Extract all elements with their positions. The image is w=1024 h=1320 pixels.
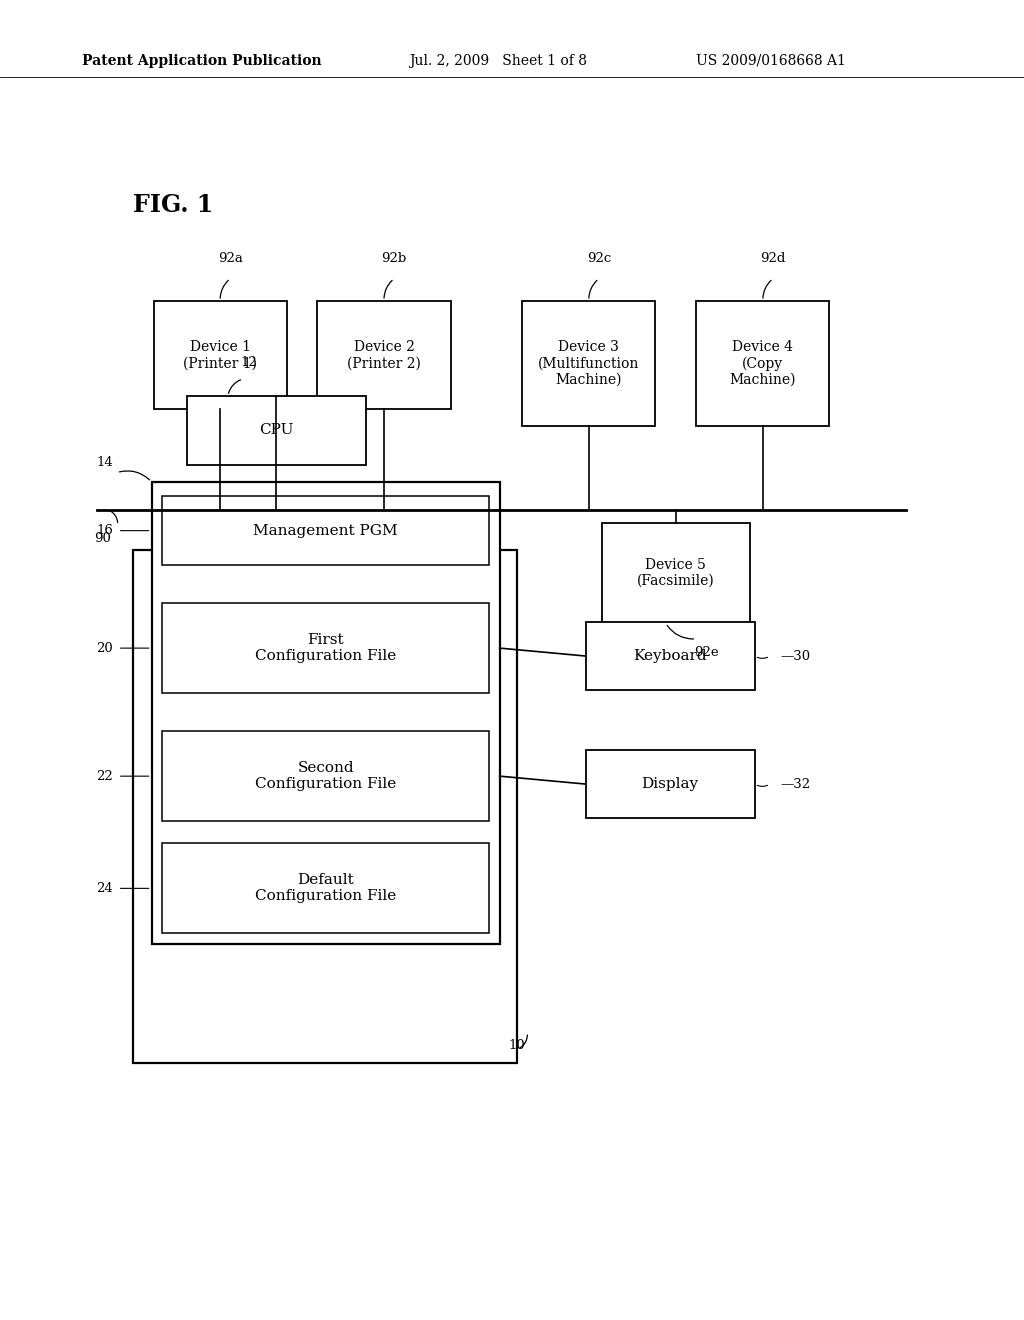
Text: 16: 16 xyxy=(96,524,113,537)
Bar xyxy=(317,301,451,409)
Text: Device 4
(Copy
Machine): Device 4 (Copy Machine) xyxy=(730,341,796,387)
Text: Management PGM: Management PGM xyxy=(253,524,398,537)
Text: US 2009/0168668 A1: US 2009/0168668 A1 xyxy=(696,54,846,67)
Bar xyxy=(162,496,489,565)
Text: —32: —32 xyxy=(780,777,811,791)
Text: 92a: 92a xyxy=(218,252,243,265)
Text: 92b: 92b xyxy=(382,252,407,265)
Bar xyxy=(152,482,500,944)
Text: Keyboard: Keyboard xyxy=(634,649,707,663)
Bar xyxy=(162,731,489,821)
Bar xyxy=(586,750,755,818)
Bar xyxy=(187,396,367,465)
Text: 10: 10 xyxy=(509,1039,525,1052)
Text: —30: —30 xyxy=(780,649,811,663)
Text: 90: 90 xyxy=(94,532,111,545)
Bar xyxy=(154,301,287,409)
Bar xyxy=(162,603,489,693)
Text: Device 3
(Multifunction
Machine): Device 3 (Multifunction Machine) xyxy=(539,341,639,387)
Text: First
Configuration File: First Configuration File xyxy=(255,634,396,663)
Bar xyxy=(602,523,750,623)
Bar xyxy=(162,843,489,933)
Bar xyxy=(522,301,655,426)
Text: Second
Configuration File: Second Configuration File xyxy=(255,762,396,791)
Text: 24: 24 xyxy=(96,882,113,895)
Bar xyxy=(586,622,755,690)
Text: Device 2
(Printer 2): Device 2 (Printer 2) xyxy=(347,341,421,370)
Text: Display: Display xyxy=(642,777,698,791)
Text: 14: 14 xyxy=(96,455,113,469)
Text: 12: 12 xyxy=(240,356,257,370)
Bar xyxy=(133,550,517,1063)
Text: FIG. 1: FIG. 1 xyxy=(133,193,213,216)
Text: 22: 22 xyxy=(96,770,113,783)
Text: Default
Configuration File: Default Configuration File xyxy=(255,874,396,903)
Text: 92c: 92c xyxy=(587,252,611,265)
Text: 92e: 92e xyxy=(694,645,719,659)
Text: CPU: CPU xyxy=(259,424,294,437)
Text: Patent Application Publication: Patent Application Publication xyxy=(82,54,322,67)
Text: Jul. 2, 2009   Sheet 1 of 8: Jul. 2, 2009 Sheet 1 of 8 xyxy=(410,54,588,67)
Bar xyxy=(696,301,829,426)
Text: Device 1
(Printer 1): Device 1 (Printer 1) xyxy=(183,341,257,370)
Text: Device 5
(Facsimile): Device 5 (Facsimile) xyxy=(637,558,715,587)
Text: 92d: 92d xyxy=(761,252,785,265)
Text: 20: 20 xyxy=(96,642,113,655)
